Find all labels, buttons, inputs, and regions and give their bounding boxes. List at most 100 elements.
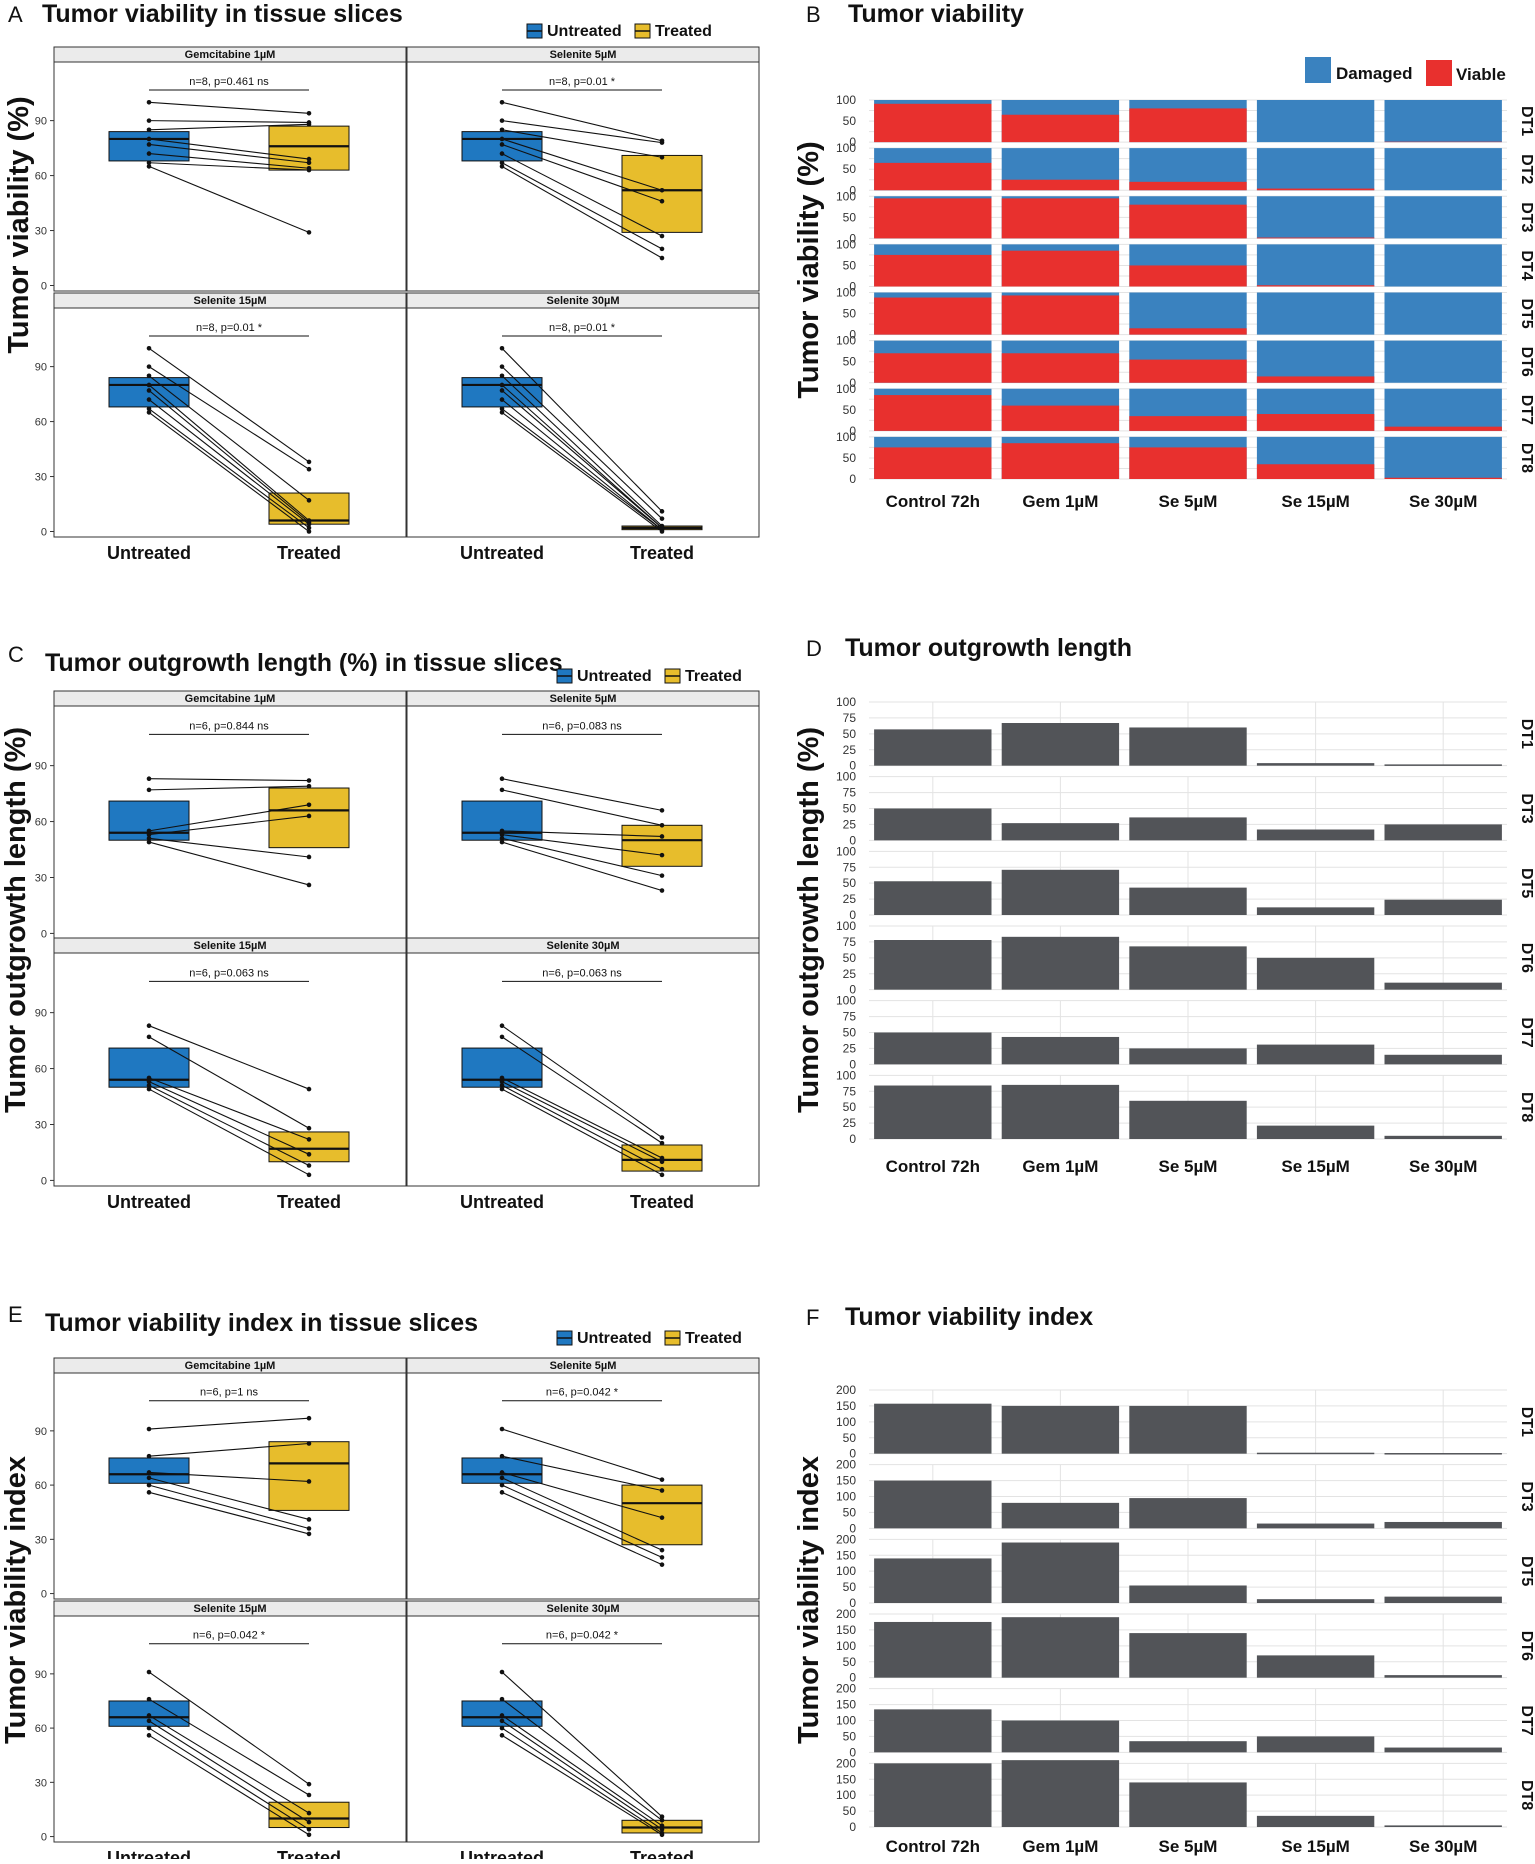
- untreated-point: [147, 1697, 152, 1702]
- y-tick-label: 100: [836, 1639, 856, 1653]
- bar: [1385, 900, 1502, 915]
- untreated-point: [500, 788, 505, 793]
- y-tick-label: 50: [843, 1505, 857, 1519]
- treated-box: [622, 825, 702, 866]
- y-tick-label: 200: [836, 1607, 856, 1621]
- bar-damaged: [1385, 437, 1502, 479]
- stat-label: n=6, p=0.042 *: [193, 1630, 266, 1642]
- untreated-point: [147, 788, 152, 793]
- stat-label: n=6, p=0.063 ns: [189, 967, 269, 979]
- y-tick-label: 60: [35, 1480, 47, 1492]
- untreated-point: [147, 346, 152, 351]
- bar: [874, 1086, 991, 1139]
- untreated-point: [147, 164, 152, 169]
- bar: [1257, 1655, 1374, 1677]
- bar: [874, 809, 991, 841]
- bar-damaged: [1385, 148, 1502, 190]
- untreated-point: [500, 1483, 505, 1488]
- y-tick-label: 200: [836, 1383, 856, 1397]
- facet-label: DT8: [1518, 1092, 1535, 1122]
- treated-box: [622, 155, 702, 232]
- bar: [1002, 1406, 1119, 1454]
- y-tick-label: 50: [843, 355, 857, 369]
- x-tick-label: Se 15µM: [1281, 492, 1349, 511]
- facet-label: DT7: [1518, 1017, 1535, 1047]
- bar: [1002, 937, 1119, 990]
- y-tick-label: 50: [843, 727, 857, 741]
- facet-label: DT7: [1518, 395, 1535, 425]
- legend-untreated-label: Untreated: [577, 1330, 652, 1347]
- x-tick-label: Gem 1µM: [1022, 1837, 1098, 1856]
- bar: [1129, 1048, 1246, 1064]
- x-tick-label: Untreated: [460, 1192, 544, 1212]
- bar-viable: [1129, 416, 1246, 431]
- bar-damaged: [1385, 196, 1502, 238]
- treated-point: [307, 1526, 312, 1531]
- legend-treated-label: Treated: [685, 1330, 742, 1347]
- bar-damaged: [1257, 244, 1374, 286]
- untreated-point: [500, 127, 505, 132]
- y-tick-label: 50: [843, 162, 857, 176]
- panel-title: Tumor viability index in tissue slices: [45, 1309, 478, 1337]
- treated-point: [307, 168, 312, 173]
- facet-label: DT1: [1518, 1407, 1535, 1437]
- y-tick-label: 50: [843, 258, 857, 272]
- bar-viable: [874, 447, 991, 479]
- y-tick-label: 75: [843, 786, 857, 800]
- treated-point: [660, 199, 665, 204]
- treated-point: [660, 1562, 665, 1567]
- panel-letter: F: [806, 1305, 819, 1330]
- stat-label: n=6, p=0.063 ns: [542, 967, 622, 979]
- facet-plot-area: [407, 706, 759, 939]
- y-tick-label: 60: [35, 1723, 47, 1735]
- y-tick-label: 150: [836, 1623, 856, 1637]
- treated-point: [307, 122, 312, 127]
- bar: [1257, 907, 1374, 915]
- panel-title: Tumor viability in tissue slices: [42, 0, 403, 28]
- x-tick-label: Control 72h: [886, 492, 980, 511]
- treated-box: [269, 1442, 349, 1511]
- bar: [1129, 1782, 1246, 1827]
- untreated-point: [147, 151, 152, 156]
- y-tick-label: 50: [843, 307, 857, 321]
- untreated-point: [147, 1454, 152, 1459]
- untreated-point: [500, 164, 505, 169]
- bar-viable: [1002, 251, 1119, 287]
- y-tick-label: 100: [836, 334, 856, 348]
- facet-label: DT5: [1518, 868, 1535, 898]
- y-tick-label: 75: [843, 860, 857, 874]
- treated-point: [307, 1137, 312, 1142]
- y-tick-label: 100: [836, 844, 856, 858]
- untreated-point: [500, 1087, 505, 1092]
- bar: [1002, 1037, 1119, 1064]
- bar: [1385, 983, 1502, 990]
- treated-point: [307, 1152, 312, 1157]
- y-tick-label: 75: [843, 1010, 857, 1024]
- stat-label: n=6, p=0.042 *: [546, 1387, 619, 1399]
- bar: [874, 1033, 991, 1065]
- bar: [1257, 763, 1374, 766]
- y-tick-label: 50: [843, 1804, 857, 1818]
- y-tick-label: 60: [35, 817, 47, 829]
- bar: [1257, 1736, 1374, 1752]
- untreated-point: [147, 100, 152, 105]
- treated-point: [660, 1141, 665, 1146]
- bar: [1385, 1136, 1502, 1139]
- bar: [874, 1481, 991, 1529]
- treated-point: [307, 1811, 312, 1816]
- y-tick-label: 100: [836, 93, 856, 107]
- bar-viable: [1385, 427, 1502, 431]
- untreated-point: [147, 840, 152, 845]
- bar: [1002, 1085, 1119, 1139]
- treated-point: [307, 1532, 312, 1537]
